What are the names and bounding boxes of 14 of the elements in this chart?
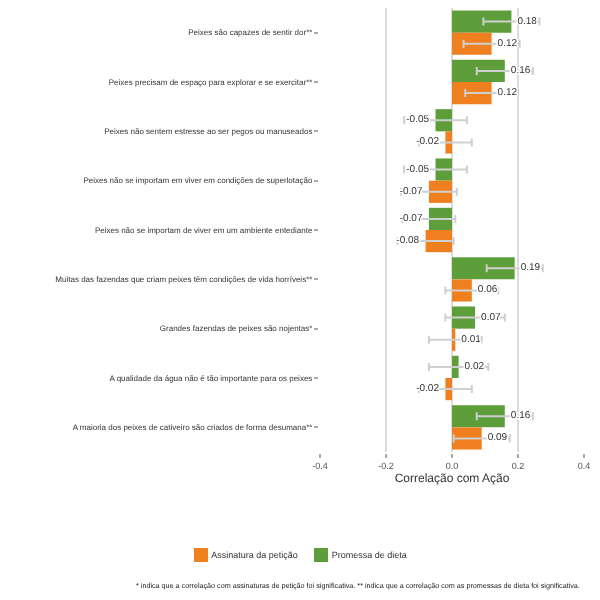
bar <box>435 158 452 181</box>
bar <box>428 207 452 230</box>
bar <box>452 279 472 302</box>
bar <box>452 405 505 428</box>
bar <box>452 10 512 33</box>
bar <box>452 355 459 378</box>
bar <box>452 59 505 82</box>
bar <box>428 180 452 203</box>
bar <box>452 306 476 329</box>
bar <box>452 82 492 105</box>
bar <box>452 257 515 280</box>
bar <box>445 378 452 401</box>
bar <box>445 131 452 154</box>
bar <box>452 32 492 55</box>
